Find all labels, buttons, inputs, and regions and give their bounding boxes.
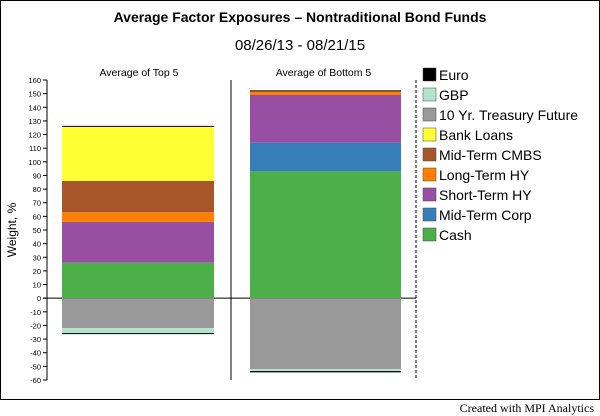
y-tick-label: 130 (28, 117, 41, 126)
y-tick-label: 20 (33, 267, 41, 276)
y-tick-label: -40 (30, 349, 41, 358)
y-tick-label: 150 (28, 90, 41, 99)
bar-segment (250, 142, 401, 172)
y-axis-title: Weight, % (5, 202, 19, 257)
category-label: Average of Top 5 (99, 67, 178, 79)
y-tick-label: 0 (37, 294, 41, 303)
bar-segment (62, 298, 214, 329)
y-tick-label: 100 (28, 158, 41, 167)
legend-label: Bank Loans (439, 127, 513, 143)
legend-swatch (422, 187, 437, 202)
y-tick-label: 60 (33, 212, 41, 221)
chart-subtitle: 08/26/13 - 08/21/15 (234, 37, 366, 54)
bar-segment (62, 328, 214, 334)
y-tick-label: -30 (30, 335, 41, 344)
bar-segment (62, 180, 214, 213)
y-tick-label: 110 (29, 144, 41, 153)
legend-label: GBP (439, 87, 469, 103)
legend-swatch (422, 87, 437, 102)
y-tick-label: -20 (30, 321, 41, 330)
bar-segment (250, 369, 401, 372)
legend-label: Mid-Term Corp (439, 207, 532, 223)
y-tick-label: 30 (33, 253, 41, 262)
legend-swatch (422, 147, 437, 162)
y-tick-label: 70 (33, 199, 41, 208)
y-tick-label: -10 (30, 308, 41, 317)
chart-plot: -60 -50 -40 -30 -20 -10 0 10 20 30 40 50 60 70 80 90 100… (5, 67, 578, 385)
legend-swatch (422, 167, 437, 182)
y-tick-label: 10 (33, 281, 41, 290)
footer-credit: Created with MPI Analytics (459, 401, 594, 415)
chart-title: Average Factor Exposures – Nontraditiona… (113, 9, 487, 25)
y-tick-label: 140 (28, 103, 41, 112)
bar-segment (62, 212, 214, 222)
y-tick-label: 120 (28, 131, 41, 140)
bar-segment (62, 221, 214, 263)
legend-label: 10 Yr. Treasury Future (439, 107, 578, 123)
legend-swatch (422, 107, 437, 122)
legend-swatch (422, 67, 437, 82)
bar-segment (62, 262, 214, 299)
legend-label: Cash (439, 227, 472, 243)
legend-label: Mid-Term CMBS (439, 147, 542, 163)
legend-label: Long-Term HY (439, 167, 530, 183)
y-tick-label: 90 (33, 171, 41, 180)
y-tick-label: 40 (33, 240, 41, 249)
bar-segment (250, 298, 401, 370)
bar-segment (250, 90, 401, 95)
legend-swatch (422, 207, 437, 222)
legend-swatch (422, 227, 437, 242)
category-label: Average of Bottom 5 (276, 67, 372, 79)
y-tick-label: -50 (30, 362, 41, 371)
bar-segment (250, 95, 401, 143)
y-tick-label: -60 (30, 376, 41, 385)
y-tick-label: 160 (28, 76, 41, 85)
y-tick-label: 50 (33, 226, 41, 235)
y-tick-label: 80 (33, 185, 41, 194)
legend-label: Short-Term HY (439, 187, 532, 203)
legend-label: Euro (439, 67, 469, 83)
legend-swatch (422, 127, 437, 142)
bar-segment (250, 171, 401, 299)
bar-segment (62, 126, 214, 181)
